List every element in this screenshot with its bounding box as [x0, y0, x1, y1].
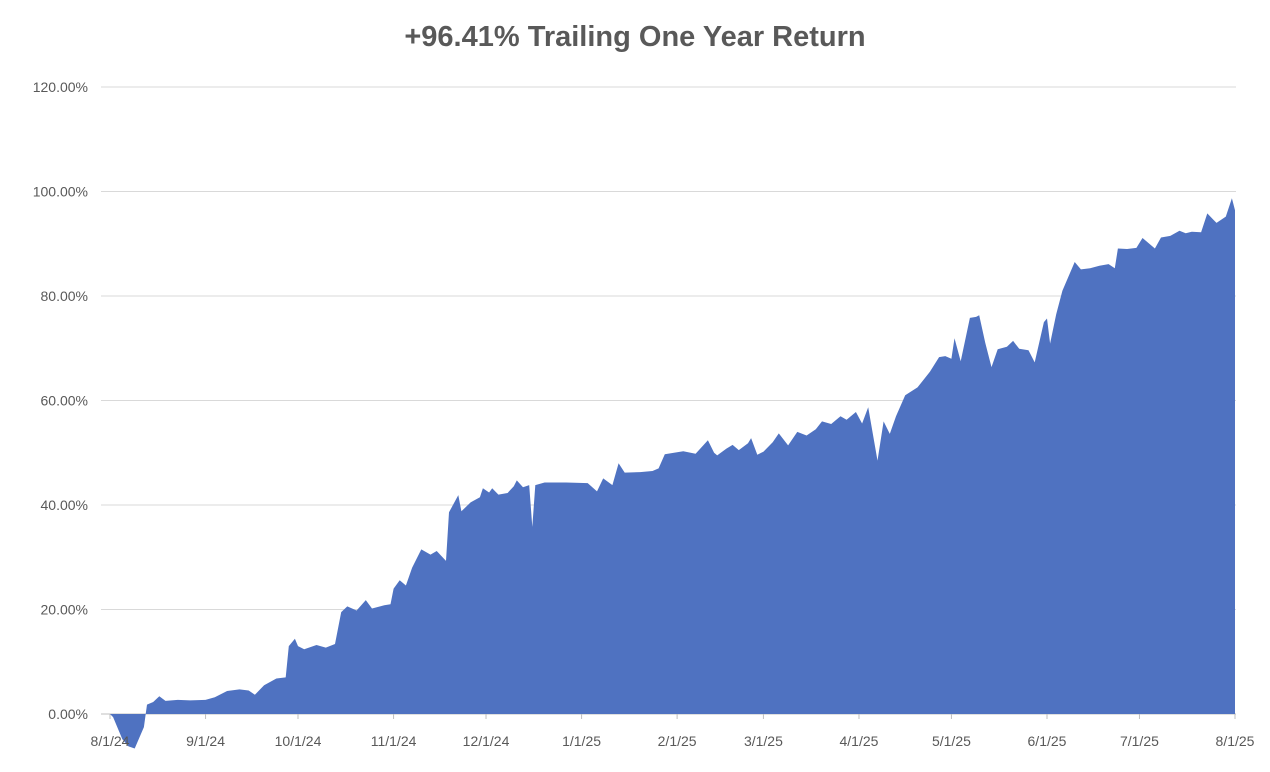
y-axis-label: 40.00% [41, 497, 88, 513]
x-axis-label: 12/1/24 [463, 733, 510, 749]
x-axis-label: 8/1/25 [1216, 733, 1255, 749]
y-axis-label: 80.00% [41, 288, 88, 304]
x-axis-label: 9/1/24 [186, 733, 225, 749]
x-axis-label: 3/1/25 [744, 733, 783, 749]
y-axis-label: 100.00% [33, 184, 88, 200]
y-axis-label: 120.00% [33, 79, 88, 95]
y-axis-label: 0.00% [48, 706, 88, 722]
x-axis-label: 5/1/25 [932, 733, 971, 749]
chart-title: +96.41% Trailing One Year Return [404, 21, 866, 53]
x-axis-label: 8/1/24 [91, 733, 130, 749]
y-axis-label: 60.00% [41, 393, 88, 409]
x-axis-label: 2/1/25 [658, 733, 697, 749]
x-axis-label: 7/1/25 [1120, 733, 1159, 749]
x-axis-label: 6/1/25 [1028, 733, 1067, 749]
x-axis-label: 4/1/25 [840, 733, 879, 749]
x-axis-label: 10/1/24 [275, 733, 322, 749]
x-axis-label: 11/1/24 [371, 733, 417, 749]
return-area-series [110, 198, 1235, 749]
x-axis-label: 1/1/25 [562, 733, 601, 749]
y-axis-label: 20.00% [41, 602, 88, 618]
